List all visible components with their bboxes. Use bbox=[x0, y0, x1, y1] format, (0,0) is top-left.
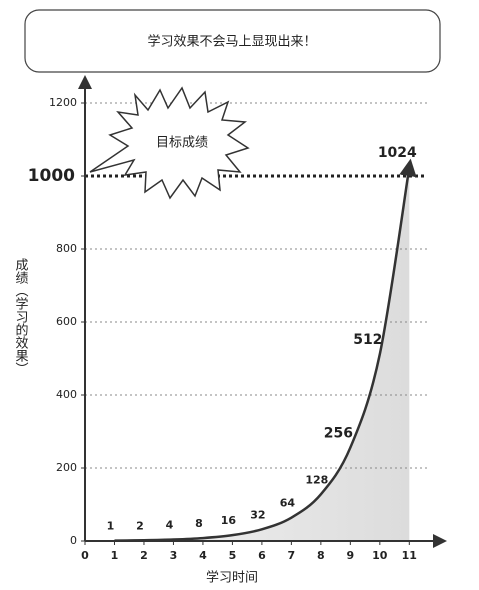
value-label: 256 bbox=[324, 426, 353, 442]
x-tick-label: 0 bbox=[81, 549, 89, 562]
x-tick-label: 2 bbox=[140, 549, 148, 562]
x-tick-label: 4 bbox=[199, 549, 207, 562]
chart-title: 学习效果不会马上显现出来！ bbox=[147, 34, 316, 50]
y-tick-label: 0 bbox=[70, 534, 77, 547]
x-tick-label: 7 bbox=[288, 549, 296, 562]
value-label: 4 bbox=[166, 519, 174, 532]
y-tick-label: 400 bbox=[56, 388, 77, 401]
y-tick-label: 600 bbox=[56, 315, 77, 328]
x-tick-label: 1 bbox=[111, 549, 119, 562]
value-label: 64 bbox=[280, 497, 296, 510]
value-label: 128 bbox=[305, 473, 328, 486]
x-tick-label: 11 bbox=[402, 549, 417, 562]
x-tick-label: 6 bbox=[258, 549, 266, 562]
y-tick-label: 1200 bbox=[49, 96, 77, 109]
x-tick-label: 10 bbox=[372, 549, 388, 562]
y-tick-label: 800 bbox=[56, 242, 77, 255]
value-label: 512 bbox=[353, 332, 382, 348]
target-burst bbox=[89, 86, 250, 200]
value-label: 8 bbox=[195, 517, 203, 530]
x-tick-label: 9 bbox=[347, 549, 355, 562]
value-label: 1 bbox=[107, 520, 115, 533]
target-label: 目标成绩 bbox=[156, 136, 208, 151]
x-tick-label: 5 bbox=[229, 549, 237, 562]
y-axis-label: 成绩（学习的效果） bbox=[13, 258, 29, 375]
area-shade bbox=[114, 167, 410, 542]
value-label: 2 bbox=[136, 519, 144, 532]
x-tick-label: 3 bbox=[170, 549, 178, 562]
curve bbox=[114, 158, 417, 542]
value-label: 32 bbox=[250, 508, 265, 521]
x-axis-label: 学习时间 bbox=[206, 570, 258, 586]
y-tick-label: 1000 bbox=[28, 166, 75, 186]
value-label: 16 bbox=[221, 514, 237, 527]
y-tick-label: 200 bbox=[56, 461, 77, 474]
title-box bbox=[24, 9, 441, 73]
x-tick-label: 8 bbox=[317, 549, 325, 562]
value-label: 1024 bbox=[378, 145, 417, 161]
